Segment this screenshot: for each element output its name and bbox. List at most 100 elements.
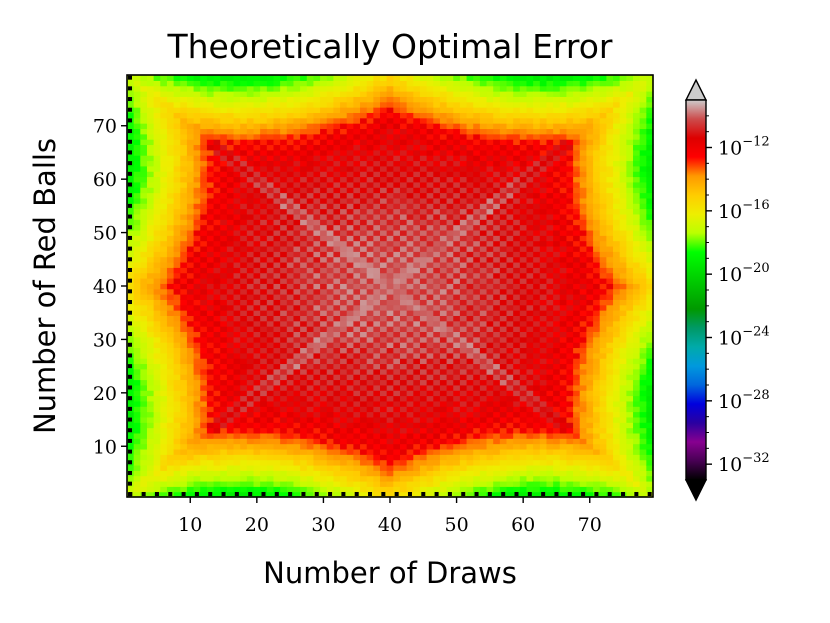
heatmap-cell — [173, 96, 181, 103]
heatmap-cell — [127, 144, 135, 151]
heatmap-cell — [473, 197, 481, 204]
heatmap-cell — [260, 342, 268, 349]
heatmap-cell — [200, 208, 208, 215]
heatmap-cell — [453, 464, 461, 471]
heatmap-cell — [146, 486, 155, 493]
heatmap-cell — [453, 368, 461, 375]
heatmap-cell — [539, 91, 548, 97]
heatmap-cell — [186, 203, 195, 210]
heatmap-cell — [506, 395, 514, 402]
heatmap-cell — [240, 331, 248, 338]
heatmap-cell — [266, 203, 275, 210]
heatmap-cell — [280, 432, 288, 439]
heatmap-cell — [173, 432, 181, 439]
heatmap-cell — [220, 75, 228, 81]
heatmap-cell — [226, 277, 235, 284]
heatmap-cell — [519, 101, 528, 108]
heatmap-cell — [153, 384, 161, 391]
heatmap-cell — [146, 96, 155, 103]
heatmap-cell — [280, 427, 288, 434]
heatmap-cell — [233, 251, 241, 258]
heatmap-cell — [386, 288, 394, 295]
heatmap-cell — [233, 347, 241, 354]
heatmap-cell — [333, 363, 341, 370]
heatmap-cell — [240, 379, 248, 386]
heatmap-cell — [380, 261, 388, 268]
heatmap-cell — [260, 277, 268, 284]
heatmap-cell — [226, 320, 235, 327]
heatmap-cell — [493, 272, 501, 279]
heatmap-cell — [426, 176, 434, 183]
heatmap-cell — [346, 459, 354, 466]
heatmap-cell — [473, 326, 481, 332]
heatmap-cell — [226, 165, 235, 172]
heatmap-cell — [486, 149, 494, 156]
heatmap-cell — [166, 176, 175, 183]
heatmap-cell — [360, 245, 368, 252]
heatmap-cell — [260, 149, 268, 156]
heatmap-cell — [140, 411, 148, 418]
heatmap-cell — [479, 213, 488, 220]
heatmap-cell — [213, 101, 221, 108]
heatmap-cell — [539, 224, 548, 231]
heatmap-cell — [253, 149, 261, 156]
heatmap-cell — [333, 374, 341, 381]
heatmap-cell — [166, 224, 175, 231]
heatmap-cell — [240, 181, 248, 188]
heatmap-cell — [206, 320, 215, 327]
heatmap-cell — [200, 213, 208, 220]
heatmap-cell — [486, 320, 494, 327]
heatmap-cell — [519, 464, 528, 471]
heatmap-cell — [493, 406, 501, 413]
heatmap-cell — [393, 144, 401, 151]
heatmap-cell — [519, 75, 528, 81]
heatmap-cell — [173, 117, 181, 124]
heatmap-cell — [200, 75, 208, 81]
heatmap-cell — [399, 294, 408, 300]
heatmap-cell — [300, 123, 308, 130]
heatmap-cell — [146, 480, 155, 487]
heatmap-cell — [499, 384, 508, 391]
heatmap-cell — [220, 251, 228, 258]
heatmap-cell — [433, 480, 441, 487]
heatmap-cell — [366, 464, 374, 471]
heatmap-cell — [286, 358, 295, 365]
heatmap-cell — [146, 491, 155, 498]
heatmap-cell — [166, 251, 175, 258]
heatmap-cell — [380, 112, 388, 119]
heatmap-cell — [213, 229, 221, 236]
heatmap-cell — [326, 219, 335, 226]
heatmap-cell — [333, 326, 341, 332]
heatmap-cell — [306, 491, 315, 498]
heatmap-cell — [399, 315, 408, 322]
heatmap-cell — [340, 347, 348, 354]
heatmap-cell — [153, 416, 161, 423]
heatmap-cell — [486, 277, 494, 284]
heatmap-cell — [193, 358, 201, 365]
heatmap-cell — [506, 411, 514, 418]
heatmap-cell — [280, 358, 288, 365]
heatmap-cell — [213, 411, 221, 418]
heatmap-cell — [426, 224, 434, 231]
heatmap-cell — [479, 219, 488, 226]
heatmap-cell — [533, 219, 541, 226]
heatmap-cell — [127, 176, 135, 183]
heatmap-cell — [153, 411, 161, 418]
heatmap-cell — [546, 459, 554, 466]
heatmap-cell — [439, 117, 448, 124]
heatmap-cell — [213, 384, 221, 391]
heatmap-cell — [206, 480, 215, 487]
heatmap-cell — [453, 160, 461, 167]
heatmap-cell — [399, 288, 408, 295]
heatmap-cell — [180, 229, 188, 236]
heatmap-cell — [266, 395, 275, 402]
heatmap-cell — [333, 123, 341, 130]
heatmap-cell — [240, 422, 248, 429]
heatmap-cell — [506, 464, 514, 471]
heatmap-cell — [260, 117, 268, 124]
heatmap-cell — [386, 326, 394, 332]
heatmap-cell — [360, 411, 368, 418]
heatmap-cell — [406, 149, 414, 156]
heatmap-cell — [220, 342, 228, 349]
heatmap-cell — [473, 192, 481, 199]
